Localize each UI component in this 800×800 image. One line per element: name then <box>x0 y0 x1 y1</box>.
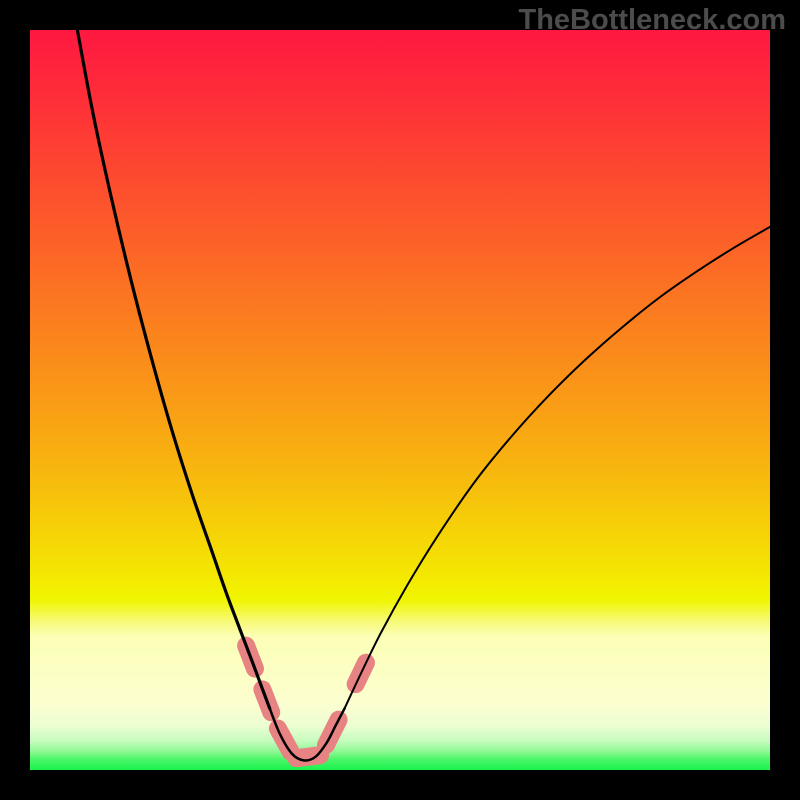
plot-area <box>30 30 770 770</box>
chart-outer-frame: TheBottleneck.com <box>0 0 800 800</box>
right-curve-branch <box>345 227 771 709</box>
watermark-text: TheBottleneck.com <box>519 4 787 37</box>
left-curve-branch <box>77 30 269 709</box>
curve-layer <box>30 30 770 770</box>
